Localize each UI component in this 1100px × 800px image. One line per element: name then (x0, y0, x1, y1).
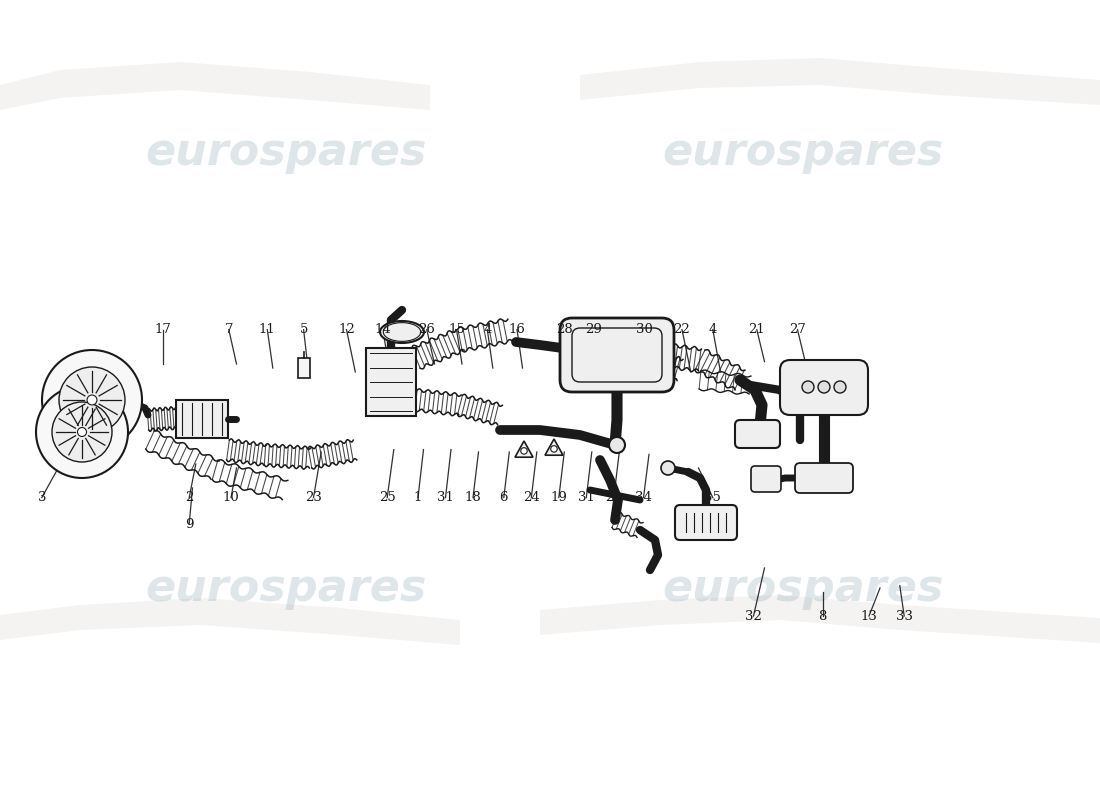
Text: 5: 5 (299, 323, 308, 336)
Circle shape (36, 386, 128, 478)
Text: 4: 4 (708, 323, 717, 336)
Text: 35: 35 (704, 491, 722, 504)
FancyBboxPatch shape (735, 420, 780, 448)
FancyBboxPatch shape (560, 318, 674, 392)
Circle shape (42, 350, 142, 450)
Text: 25: 25 (378, 491, 396, 504)
Text: 24: 24 (522, 491, 540, 504)
Polygon shape (0, 598, 460, 645)
Text: 6: 6 (499, 491, 508, 504)
Text: 15: 15 (448, 323, 465, 336)
Circle shape (520, 448, 527, 454)
Circle shape (87, 395, 97, 405)
Text: 13: 13 (860, 610, 878, 622)
Polygon shape (0, 62, 430, 110)
Circle shape (609, 437, 625, 453)
FancyBboxPatch shape (675, 505, 737, 540)
Circle shape (802, 381, 814, 393)
Text: 4: 4 (483, 323, 492, 336)
Text: 11: 11 (258, 323, 276, 336)
Circle shape (77, 427, 87, 437)
Circle shape (551, 446, 558, 452)
Text: 8: 8 (818, 610, 827, 622)
Text: 31: 31 (437, 491, 454, 504)
Text: 3: 3 (37, 491, 46, 504)
Text: 12: 12 (338, 323, 355, 336)
Text: eurospares: eurospares (145, 130, 427, 174)
Text: 2: 2 (185, 491, 194, 504)
Polygon shape (515, 441, 534, 457)
Text: eurospares: eurospares (662, 566, 944, 610)
Text: 21: 21 (748, 323, 766, 336)
Text: 31: 31 (578, 491, 595, 504)
Text: 16: 16 (508, 323, 526, 336)
Text: 7: 7 (224, 323, 233, 336)
Text: 26: 26 (418, 323, 436, 336)
FancyBboxPatch shape (751, 466, 781, 492)
Ellipse shape (383, 322, 420, 342)
FancyBboxPatch shape (572, 328, 662, 382)
FancyBboxPatch shape (795, 463, 852, 493)
Text: 30: 30 (636, 323, 653, 336)
Text: 9: 9 (185, 518, 194, 530)
Polygon shape (540, 595, 1100, 643)
Text: 29: 29 (585, 323, 603, 336)
Text: 32: 32 (745, 610, 762, 622)
Circle shape (834, 381, 846, 393)
Text: 27: 27 (789, 323, 806, 336)
Text: 28: 28 (556, 323, 573, 336)
Circle shape (52, 402, 112, 462)
Text: 33: 33 (895, 610, 913, 622)
FancyBboxPatch shape (780, 360, 868, 415)
Text: 19: 19 (550, 491, 568, 504)
Bar (176, 400, 228, 438)
Text: 10: 10 (222, 491, 240, 504)
Circle shape (59, 367, 125, 433)
Text: 22: 22 (673, 323, 691, 336)
Circle shape (818, 381, 830, 393)
Text: 17: 17 (154, 323, 172, 336)
Text: 23: 23 (305, 491, 322, 504)
Circle shape (661, 461, 675, 475)
Polygon shape (544, 439, 563, 455)
Text: eurospares: eurospares (145, 566, 427, 610)
Ellipse shape (379, 321, 424, 343)
Bar (366, 348, 416, 416)
Text: 18: 18 (464, 491, 482, 504)
Text: 14: 14 (374, 323, 392, 336)
Text: 1: 1 (414, 491, 422, 504)
Polygon shape (580, 58, 1100, 105)
Text: eurospares: eurospares (662, 130, 944, 174)
Text: 34: 34 (635, 491, 652, 504)
Bar (298, 358, 310, 378)
Text: 20: 20 (605, 491, 623, 504)
